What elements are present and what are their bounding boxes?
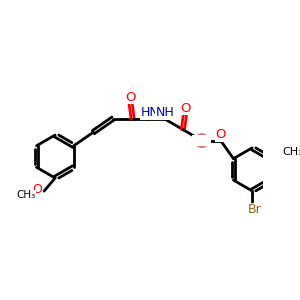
Text: CH₃: CH₃: [16, 190, 36, 200]
Text: O: O: [125, 91, 136, 103]
Text: HN: HN: [141, 106, 160, 119]
Text: O: O: [180, 102, 190, 115]
Text: O: O: [215, 128, 226, 141]
Text: CH₃: CH₃: [282, 147, 300, 157]
Text: O: O: [32, 183, 42, 196]
Circle shape: [195, 134, 208, 147]
Text: NH: NH: [156, 106, 175, 119]
Text: Br: Br: [248, 203, 262, 216]
Text: CH₂: CH₂: [193, 136, 211, 146]
